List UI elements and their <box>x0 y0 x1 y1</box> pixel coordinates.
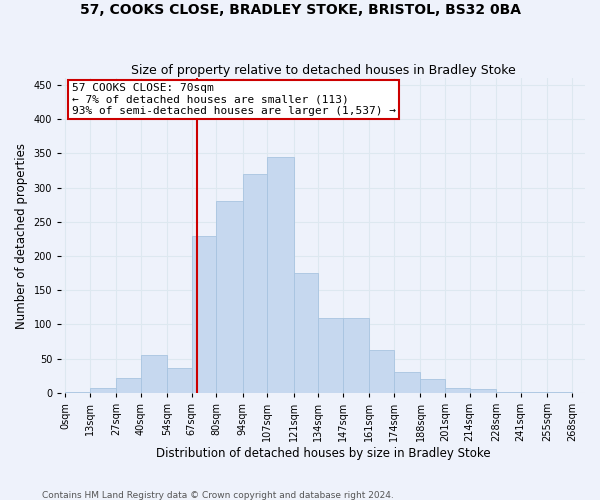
Bar <box>521 392 547 393</box>
Bar <box>394 372 421 393</box>
Bar <box>191 236 216 393</box>
Bar <box>470 390 496 393</box>
Bar <box>140 356 167 393</box>
Bar <box>445 388 470 393</box>
X-axis label: Distribution of detached houses by size in Bradley Stoke: Distribution of detached houses by size … <box>156 447 490 460</box>
Bar <box>370 350 394 393</box>
Bar <box>216 202 243 393</box>
Bar <box>167 368 191 393</box>
Bar <box>243 174 268 393</box>
Bar <box>547 392 572 393</box>
Bar <box>319 318 343 393</box>
Bar <box>421 379 445 393</box>
Bar <box>116 378 140 393</box>
Bar <box>294 273 319 393</box>
Text: 57 COOKS CLOSE: 70sqm
← 7% of detached houses are smaller (113)
93% of semi-deta: 57 COOKS CLOSE: 70sqm ← 7% of detached h… <box>71 83 395 116</box>
Title: Size of property relative to detached houses in Bradley Stoke: Size of property relative to detached ho… <box>131 64 515 77</box>
Bar <box>89 388 116 393</box>
Text: 57, COOKS CLOSE, BRADLEY STOKE, BRISTOL, BS32 0BA: 57, COOKS CLOSE, BRADLEY STOKE, BRISTOL,… <box>79 2 521 16</box>
Text: Contains HM Land Registry data © Crown copyright and database right 2024.: Contains HM Land Registry data © Crown c… <box>42 490 394 500</box>
Y-axis label: Number of detached properties: Number of detached properties <box>15 142 28 328</box>
Bar <box>268 157 294 393</box>
Bar <box>496 392 521 393</box>
Bar <box>343 318 370 393</box>
Bar <box>65 392 89 393</box>
